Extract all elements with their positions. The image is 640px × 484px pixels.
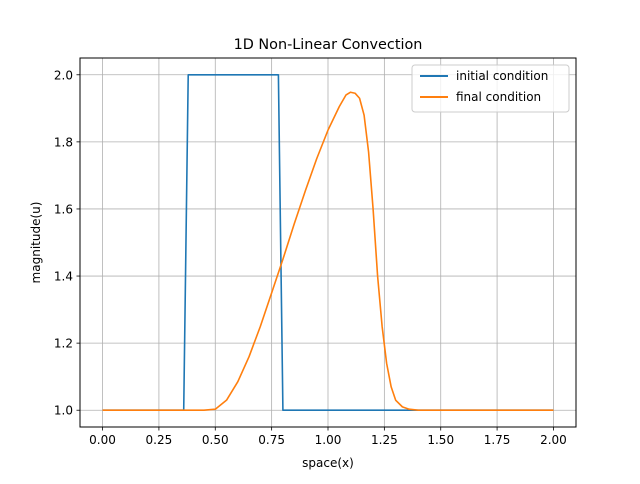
legend-box — [411, 64, 570, 113]
x-tick-label: 0.00 — [89, 433, 116, 447]
x-tick-label: 1.75 — [484, 433, 511, 447]
series-lines — [102, 73, 554, 412]
x-tick-label: 0.50 — [202, 433, 229, 447]
y-axis-label: magnitude(u) — [29, 202, 43, 284]
x-tick-label: 2.00 — [540, 433, 567, 447]
x-tick-label: 1.50 — [427, 433, 454, 447]
x-axis-label: space(x) — [302, 456, 354, 470]
x-tick-label: 0.75 — [258, 433, 285, 447]
x-tick-label: 1.00 — [315, 433, 342, 447]
series-line-final-condition — [102, 91, 554, 412]
y-tick-label: 1.0 — [54, 404, 73, 418]
legend: initial condition final condition — [411, 64, 570, 113]
y-tick-label: 1.8 — [54, 135, 73, 149]
y-tick-label: 2.0 — [54, 68, 73, 82]
legend-label-initial-condition: initial condition — [456, 69, 548, 83]
chart-title: 1D Non-Linear Convection — [234, 37, 423, 53]
y-tick-label: 1.4 — [54, 270, 73, 284]
x-tick-label: 1.25 — [371, 433, 398, 447]
legend-label-final-condition: final condition — [456, 90, 541, 104]
y-tick-label: 1.6 — [54, 202, 73, 216]
axis-ticks: 0.00 0.25 0.50 0.75 1.00 1.25 1.50 1.75 2.00 1.0 1… — [54, 68, 567, 447]
x-tick-label: 0.25 — [146, 433, 173, 447]
y-tick-label: 1.2 — [54, 337, 73, 351]
